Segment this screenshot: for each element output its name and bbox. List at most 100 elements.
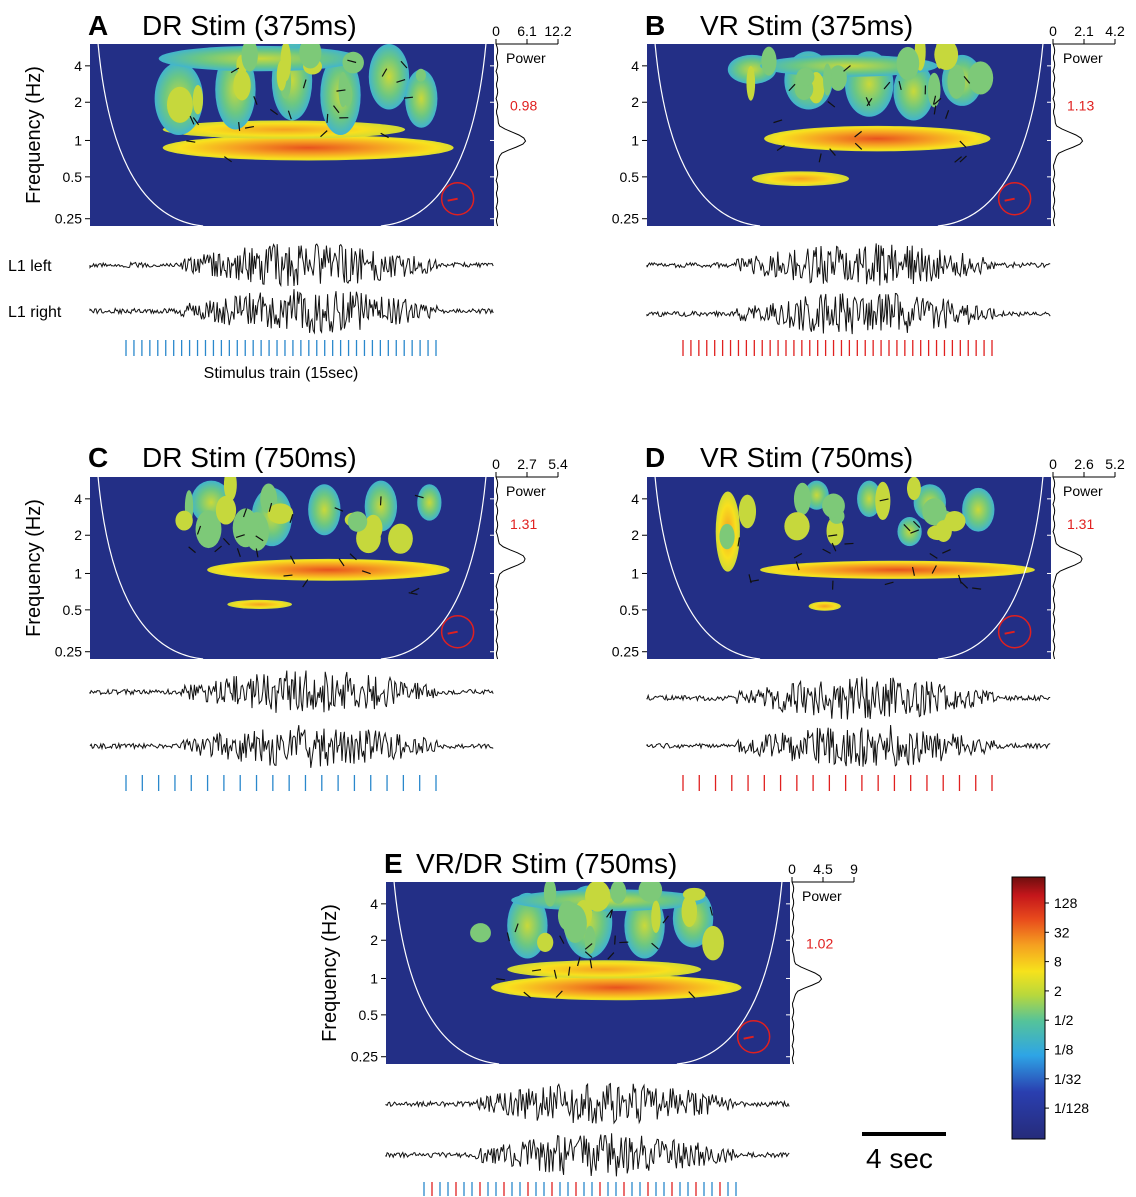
trace-label: L1 right — [8, 304, 62, 321]
phase-arrow — [496, 978, 506, 981]
phase-arrow — [651, 942, 659, 950]
stimulus-label: Stimulus train (15sec) — [204, 365, 359, 382]
power-region — [764, 125, 991, 152]
power-label: Power — [1063, 483, 1103, 499]
phase-arrow — [269, 108, 278, 116]
panel-letter: D — [645, 442, 665, 473]
scale-bar-label: 4 sec — [866, 1143, 933, 1174]
phase-arrow — [287, 110, 292, 120]
y-tick-label: 2 — [74, 94, 82, 110]
phase-arrow — [347, 59, 357, 64]
phase-arrow — [945, 110, 950, 119]
power-region — [175, 510, 193, 531]
phase-arrow — [531, 969, 542, 972]
power-tick-label: 4.2 — [1105, 23, 1125, 39]
phase-arrow — [879, 498, 889, 502]
phase-arrow — [242, 508, 248, 518]
y-tick-label: 2 — [631, 94, 639, 110]
y-tick-label: 0.25 — [612, 211, 639, 227]
panel-a: A DR Stim (375ms) Frequency (Hz) 4 2 1 0.5 0.25… — [8, 10, 572, 382]
panel-title: VR Stim (375ms) — [700, 10, 913, 41]
power-region — [347, 511, 368, 532]
power-region — [162, 120, 406, 139]
phase-arrow — [854, 142, 863, 150]
power-region — [752, 171, 850, 186]
y-tick-label: 0.25 — [55, 644, 82, 660]
panel-e: E VR/DR Stim (750ms) Frequency (Hz) 4 2 1 0.5 0… — [319, 848, 858, 1196]
colorbar-tick-label: 1/32 — [1054, 1071, 1081, 1087]
phase-arrow — [818, 153, 822, 163]
phase-arrow — [253, 96, 258, 105]
phase-arrow — [793, 552, 803, 559]
phase-arrow — [606, 909, 613, 918]
power-spectrum — [791, 881, 823, 1065]
power-region — [507, 960, 702, 979]
power-region — [356, 523, 381, 554]
phase-arrow — [963, 75, 971, 84]
phase-vector — [743, 1035, 754, 1040]
phase-arrow — [555, 990, 563, 998]
power-region — [610, 882, 627, 904]
power-region — [793, 482, 811, 516]
phase-arrow — [929, 552, 938, 559]
power-region — [638, 882, 663, 903]
colorbar-tick-label: 1/128 — [1054, 1100, 1089, 1116]
panel-title: VR Stim (750ms) — [700, 442, 913, 473]
panel-c: C DR Stim (750ms) Frequency (Hz) 4 2 1 0.5 0.25… — [23, 442, 568, 791]
phase-arrow — [933, 105, 937, 115]
phase-arrow — [959, 140, 967, 148]
colorbar-tick-label: 1/8 — [1054, 1042, 1074, 1058]
power-tick-label: 0 — [788, 861, 796, 877]
phase-arrow — [688, 991, 696, 999]
phase-arrow — [283, 574, 293, 577]
power-tick-label: 9 — [850, 861, 858, 877]
ephys-trace — [385, 1082, 790, 1125]
y-tick-label: 1 — [74, 565, 82, 581]
power-region — [158, 45, 361, 72]
phase-arrow — [609, 909, 614, 919]
phase-arrow — [186, 140, 196, 143]
phase-arrow — [289, 514, 294, 523]
colorbar-tick-label: 32 — [1054, 924, 1070, 940]
power-region — [761, 46, 777, 76]
period-label: 1.31 — [510, 516, 537, 532]
trace-label: L1 left — [8, 258, 52, 275]
phase-arrow — [709, 906, 713, 916]
power-region — [338, 71, 348, 108]
phase-arrow — [773, 119, 783, 124]
phase-arrow — [338, 558, 345, 567]
phase-arrow — [255, 535, 264, 542]
phase-arrow — [584, 951, 593, 958]
phase-arrow — [737, 537, 741, 547]
power-region — [875, 481, 891, 521]
period-label: 1.31 — [1067, 516, 1094, 532]
power-region — [388, 523, 413, 554]
colorbar: 128 32 8 2 1/2 1/8 1/32 1/128 — [1011, 876, 1089, 1140]
power-region — [897, 517, 922, 547]
phase-arrow — [196, 525, 202, 535]
phase-arrow — [361, 570, 371, 575]
power-label: Power — [1063, 50, 1103, 66]
phase-arrow — [336, 89, 346, 92]
phase-arrow — [898, 80, 902, 91]
power-region — [342, 51, 364, 74]
power-label: Power — [802, 888, 842, 904]
power-spectrum — [495, 43, 527, 227]
power-tick-label: 6.1 — [517, 23, 537, 39]
period-label: 1.02 — [806, 935, 833, 951]
panel-title: VR/DR Stim (750ms) — [416, 848, 677, 879]
power-tick-label: 12.2 — [544, 23, 571, 39]
phase-arrow — [414, 494, 424, 499]
phase-arrow — [559, 935, 565, 944]
power-spectrum — [1052, 476, 1083, 660]
power-region — [162, 135, 454, 161]
power-region — [223, 477, 237, 502]
colorbar-tick-label: 8 — [1054, 954, 1062, 970]
power-region — [233, 69, 251, 101]
power-region — [967, 61, 994, 95]
phase-arrow — [289, 555, 296, 565]
phase-arrow — [576, 957, 581, 967]
phase-arrow — [410, 587, 420, 593]
phase-arrow — [223, 156, 232, 163]
